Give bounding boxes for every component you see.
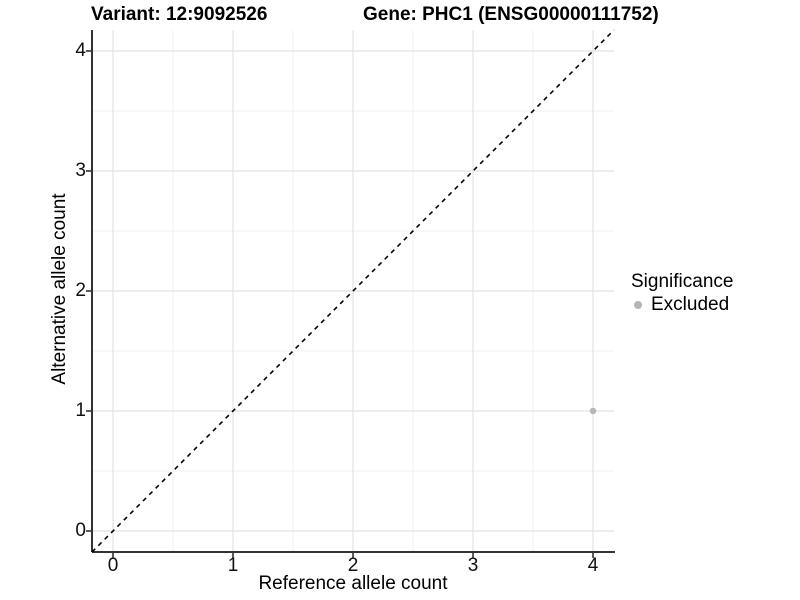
- legend: Significance Excluded: [631, 270, 733, 316]
- legend-item: Excluded: [631, 293, 733, 316]
- x-tick-label: 4: [587, 555, 599, 576]
- y-tick-label: 3: [75, 160, 86, 181]
- x-tick-label: 2: [347, 555, 359, 576]
- x-tick-label: 1: [227, 555, 239, 576]
- x-tick-label: 3: [467, 555, 479, 576]
- data-point-excluded: [589, 407, 597, 415]
- legend-title: Significance: [631, 271, 734, 292]
- y-tick-label: 0: [75, 520, 86, 541]
- x-axis-title: Reference allele count: [258, 573, 448, 594]
- legend-items: Excluded: [631, 293, 733, 316]
- y-tick-label: 1: [75, 400, 86, 421]
- identity-dashed-line: [91, 29, 615, 553]
- plot-title-gene: Gene: PHC1 (ENSG00000111752): [363, 4, 659, 25]
- x-tick-label: 0: [107, 555, 119, 576]
- plot-title-variant: Variant: 12:9092526: [91, 4, 268, 25]
- legend-item-label: Excluded: [651, 294, 730, 315]
- legend-point-icon: [634, 300, 642, 309]
- y-tick-label: 4: [75, 40, 86, 61]
- y-tick-label: 2: [75, 280, 86, 301]
